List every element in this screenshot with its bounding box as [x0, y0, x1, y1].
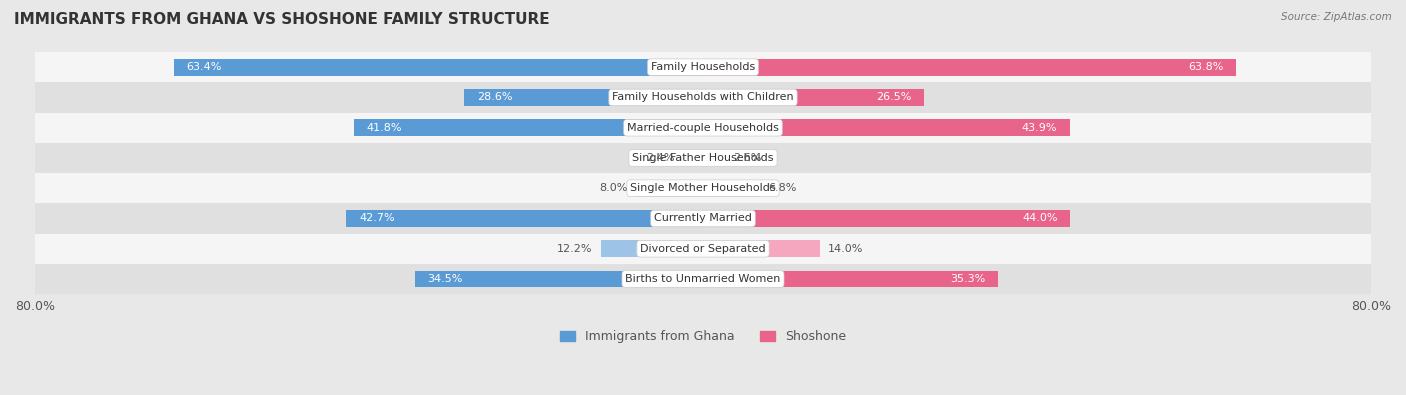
Text: 6.8%: 6.8%	[768, 183, 797, 193]
Bar	[173, 59, 703, 75]
Text: Married-couple Households: Married-couple Households	[627, 123, 779, 133]
Bar	[35, 82, 1371, 113]
Text: IMMIGRANTS FROM GHANA VS SHOSHONE FAMILY STRUCTURE: IMMIGRANTS FROM GHANA VS SHOSHONE FAMILY…	[14, 12, 550, 27]
Text: Single Mother Households: Single Mother Households	[630, 183, 776, 193]
Text: Source: ZipAtlas.com: Source: ZipAtlas.com	[1281, 12, 1392, 22]
Text: Family Households: Family Households	[651, 62, 755, 72]
Text: 41.8%: 41.8%	[367, 123, 402, 133]
Bar	[35, 233, 1371, 264]
Bar	[602, 241, 703, 257]
Text: Currently Married: Currently Married	[654, 213, 752, 224]
Text: 2.4%: 2.4%	[647, 153, 675, 163]
Bar	[703, 150, 724, 166]
Text: 12.2%: 12.2%	[557, 244, 593, 254]
Bar	[636, 180, 703, 197]
Bar	[703, 180, 759, 197]
Bar	[703, 119, 1070, 136]
Bar	[35, 203, 1371, 233]
Text: 28.6%: 28.6%	[477, 92, 512, 102]
Text: Births to Unmarried Women: Births to Unmarried Women	[626, 274, 780, 284]
Legend: Immigrants from Ghana, Shoshone: Immigrants from Ghana, Shoshone	[560, 330, 846, 343]
Bar	[415, 271, 703, 287]
Text: 63.4%: 63.4%	[186, 62, 222, 72]
Text: 8.0%: 8.0%	[599, 183, 628, 193]
Text: 44.0%: 44.0%	[1022, 213, 1057, 224]
Text: 35.3%: 35.3%	[950, 274, 986, 284]
Text: 63.8%: 63.8%	[1188, 62, 1223, 72]
Bar	[35, 173, 1371, 203]
Bar	[346, 210, 703, 227]
Text: 34.5%: 34.5%	[427, 274, 463, 284]
Text: 43.9%: 43.9%	[1022, 123, 1057, 133]
Bar	[35, 143, 1371, 173]
Text: 14.0%: 14.0%	[828, 244, 863, 254]
Bar	[703, 59, 1236, 75]
Bar	[464, 89, 703, 106]
Text: 2.6%: 2.6%	[733, 153, 762, 163]
Bar	[703, 241, 820, 257]
Text: 26.5%: 26.5%	[876, 92, 911, 102]
Bar	[703, 271, 998, 287]
Bar	[683, 150, 703, 166]
Bar	[703, 89, 924, 106]
Text: 42.7%: 42.7%	[359, 213, 395, 224]
Bar	[354, 119, 703, 136]
Bar	[35, 264, 1371, 294]
Text: Divorced or Separated: Divorced or Separated	[640, 244, 766, 254]
Bar	[35, 52, 1371, 82]
Bar	[35, 113, 1371, 143]
Bar	[703, 210, 1070, 227]
Text: Single Father Households: Single Father Households	[633, 153, 773, 163]
Text: Family Households with Children: Family Households with Children	[612, 92, 794, 102]
